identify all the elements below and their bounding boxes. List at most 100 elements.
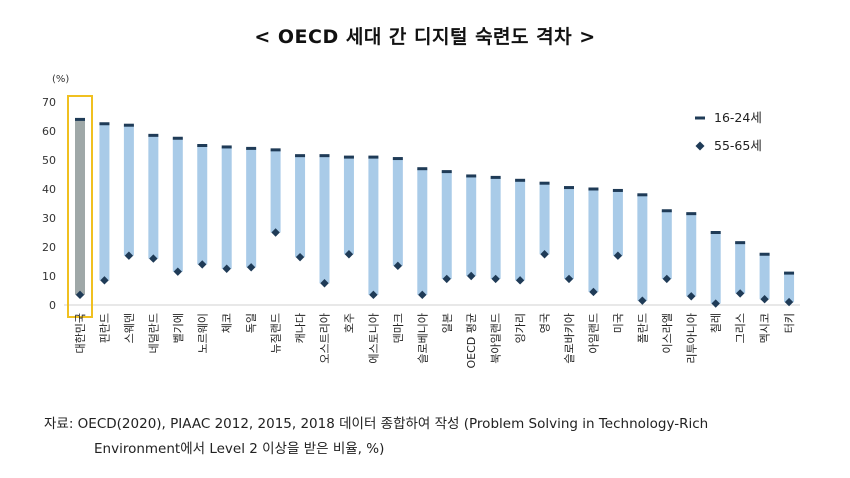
category-label: 체코 xyxy=(221,313,234,333)
series-55-65-marker xyxy=(393,261,403,271)
category-label: 독일 xyxy=(244,313,258,333)
range-bar xyxy=(221,146,232,269)
category-label: 폴란드 xyxy=(636,313,649,343)
series-55-65-marker xyxy=(564,274,574,284)
series-55-65-marker xyxy=(124,251,134,260)
category-label: 대한민국 xyxy=(74,313,87,353)
series-55-65-marker xyxy=(442,274,451,284)
series-55-65-marker xyxy=(246,263,256,272)
category-label: 멕시코 xyxy=(759,313,772,343)
range-bar xyxy=(490,177,501,279)
series-55-65-marker xyxy=(100,276,109,285)
series-55-65-marker xyxy=(369,290,378,300)
series-55-65-marker xyxy=(515,276,525,285)
range-bar xyxy=(368,157,379,295)
series-55-65-marker xyxy=(784,297,794,307)
series-55-65-marker xyxy=(295,252,305,262)
category-label: 영국 xyxy=(539,313,552,333)
category-label: 스웨덴 xyxy=(123,313,136,343)
range-bar xyxy=(661,210,672,279)
range-bar xyxy=(75,119,85,295)
series-55-65-marker xyxy=(75,290,85,300)
series-55-65-marker xyxy=(760,295,769,304)
range-bar xyxy=(612,190,623,256)
legend-label: 55-65세 xyxy=(714,138,762,153)
range-bar xyxy=(417,168,428,295)
category-label: 잉가리 xyxy=(514,313,527,343)
category-label: 리투아니아 xyxy=(685,313,698,364)
category-label: 터키 xyxy=(783,313,796,333)
range-bar xyxy=(637,194,648,301)
category-label: 미국 xyxy=(612,313,625,333)
series-55-65-marker xyxy=(467,271,476,281)
category-label: 캐나다 xyxy=(294,313,307,343)
range-bar xyxy=(172,138,183,272)
chart-title: < OECD 세대 간 디지털 숙련도 격차 > xyxy=(254,26,596,48)
series-55-65-marker xyxy=(687,292,696,301)
range-bar xyxy=(246,148,257,268)
range-bar xyxy=(515,180,526,281)
category-label: 노르웨이 xyxy=(196,313,209,353)
series-55-65-marker xyxy=(638,296,647,305)
range-bar xyxy=(99,123,110,281)
category-label: 그리스 xyxy=(734,313,747,343)
legend-diamond-marker xyxy=(695,141,705,151)
range-bar xyxy=(564,187,574,279)
source-note-line-1: 자료: OECD(2020), PIAAC 2012, 2015, 2018 데… xyxy=(44,416,709,432)
y-tick-label: 60 xyxy=(42,125,56,138)
series-55-65-marker xyxy=(418,290,427,300)
range-bar xyxy=(759,254,770,300)
range-bar xyxy=(710,232,721,304)
range-bar xyxy=(392,158,403,266)
series-55-65-marker xyxy=(662,274,671,284)
series-55-65-marker xyxy=(711,299,720,308)
y-tick-label: 50 xyxy=(42,154,56,167)
legend-label: 16-24세 xyxy=(714,110,762,125)
y-tick-label: 20 xyxy=(42,241,56,254)
series-55-65-marker xyxy=(491,274,500,284)
category-label: 아일랜드 xyxy=(586,313,600,353)
y-tick-label: 70 xyxy=(42,96,56,109)
range-bar xyxy=(735,242,746,294)
series-55-65-marker xyxy=(173,267,182,276)
range-bar xyxy=(295,155,306,258)
range-bar xyxy=(539,183,550,255)
range-bar xyxy=(588,189,599,292)
category-label: 슬로바키아 xyxy=(563,313,576,364)
category-label: 호주 xyxy=(343,313,356,333)
series-55-65-marker xyxy=(149,254,158,263)
category-label: OECD 평균 xyxy=(465,313,478,369)
y-tick-label: 40 xyxy=(42,183,56,196)
series-55-65-marker xyxy=(222,264,231,273)
category-label: 덴마크 xyxy=(392,313,405,343)
y-tick-label: 30 xyxy=(42,212,56,225)
series-55-65-marker xyxy=(735,289,745,298)
category-label: 뉴질랜드 xyxy=(270,313,283,353)
series-55-65-marker xyxy=(613,251,623,260)
category-label: 이스라엘 xyxy=(661,313,674,353)
range-bar xyxy=(148,135,159,259)
range-bar xyxy=(441,171,452,279)
category-label: 오스트리아 xyxy=(319,313,332,364)
category-label: 일본 xyxy=(440,313,454,333)
range-bar xyxy=(123,125,134,256)
category-label: 네덜란드 xyxy=(147,313,160,353)
highlight-box xyxy=(67,95,93,318)
range-bar xyxy=(686,213,697,297)
series-55-65-marker xyxy=(540,250,549,259)
series-55-65-marker xyxy=(198,260,207,269)
category-label: 핀란드 xyxy=(98,313,111,343)
range-bar xyxy=(343,157,354,255)
series-55-65-marker xyxy=(271,228,280,237)
category-label: 칠레 xyxy=(710,313,723,333)
category-label: 북아일랜드 xyxy=(489,313,503,364)
y-tick-label: 0 xyxy=(49,299,56,312)
y-unit-label: (%) xyxy=(52,74,69,85)
source-note-line-2: Environment에서 Level 2 이상을 받은 비율, %) xyxy=(94,441,385,457)
range-bar xyxy=(319,155,330,284)
series-55-65-marker xyxy=(589,287,598,297)
series-55-65-marker xyxy=(320,279,329,288)
category-label: 슬로베니아 xyxy=(416,313,429,364)
series-55-65-marker xyxy=(344,250,354,259)
